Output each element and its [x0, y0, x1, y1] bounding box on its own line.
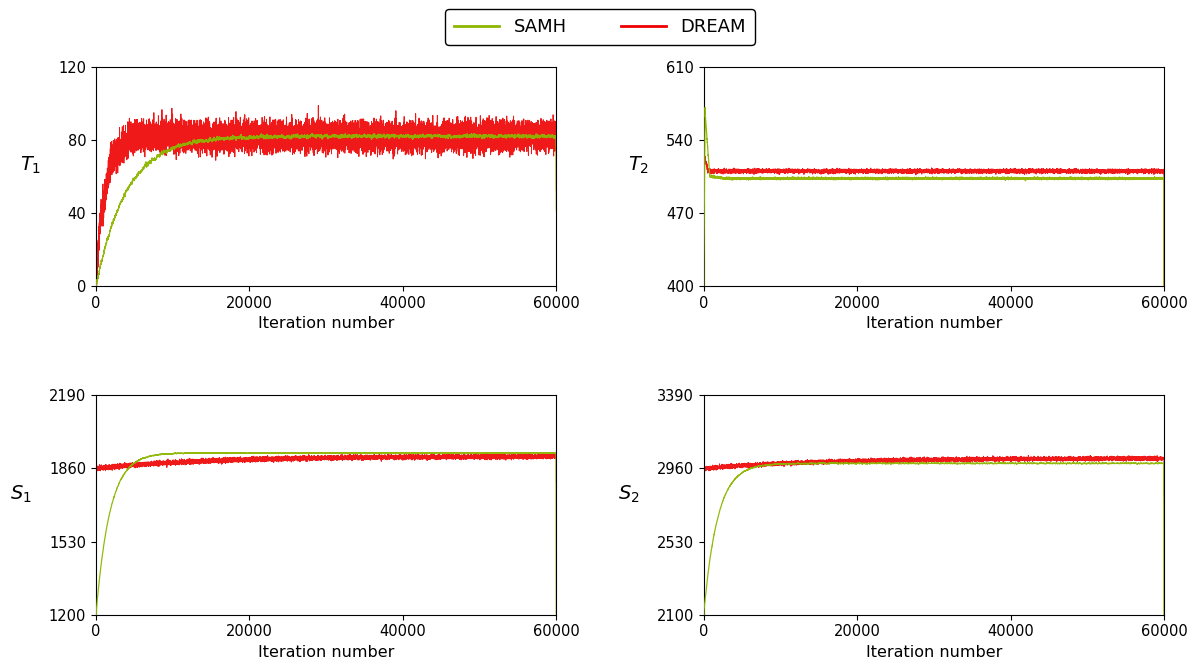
Legend: SAMH, DREAM: SAMH, DREAM	[445, 9, 755, 45]
Y-axis label: $S_2$: $S_2$	[618, 484, 640, 505]
X-axis label: Iteration number: Iteration number	[258, 645, 395, 660]
Y-axis label: $T_1$: $T_1$	[20, 155, 41, 176]
Y-axis label: $T_2$: $T_2$	[628, 155, 649, 176]
X-axis label: Iteration number: Iteration number	[865, 645, 1002, 660]
X-axis label: Iteration number: Iteration number	[865, 316, 1002, 331]
X-axis label: Iteration number: Iteration number	[258, 316, 395, 331]
Y-axis label: $S_1$: $S_1$	[11, 484, 32, 505]
